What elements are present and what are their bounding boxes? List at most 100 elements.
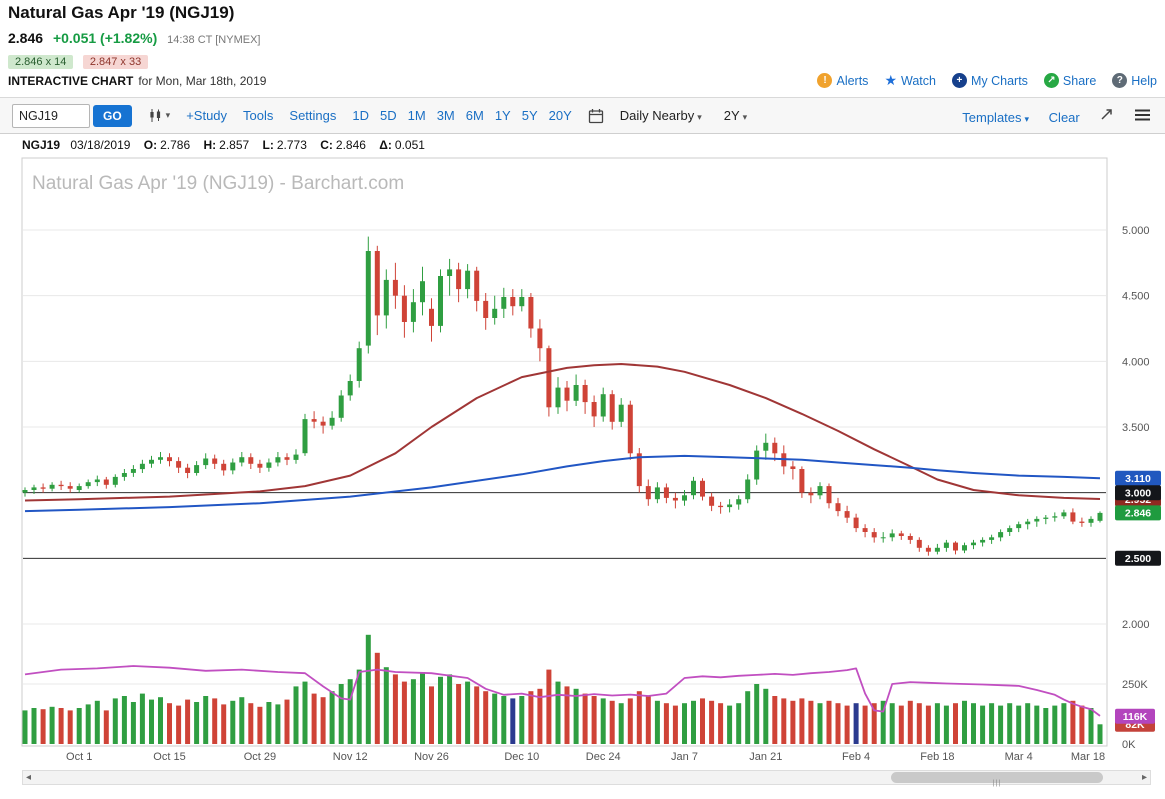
svg-text:Nov 26: Nov 26: [414, 751, 449, 763]
quote-bar-symbol: NGJ19: [22, 138, 61, 152]
templates-dropdown[interactable]: Templates ▾: [962, 110, 1029, 125]
hamburger-menu-icon: [1135, 109, 1150, 120]
svg-text:116K: 116K: [1123, 711, 1148, 723]
chart-type-dropdown[interactable]: ▾: [148, 108, 171, 123]
page-date: for Mon, Mar 18th, 2019: [138, 73, 267, 88]
chevron-down-icon: ▾: [165, 110, 171, 120]
price-chart-canvas: 5.000 4.500 4.000 3.500 3.000 2.500 2.000 250K 0…: [21, 157, 1161, 763]
svg-text:Dec 10: Dec 10: [504, 751, 539, 763]
chevron-down-icon: ▾: [1024, 113, 1030, 124]
frequency-value: Daily Nearby: [619, 108, 695, 123]
menu-button[interactable]: [1134, 108, 1151, 122]
my-charts-icon: +: [951, 73, 967, 88]
span-dropdown[interactable]: 2Y ▾: [724, 108, 747, 123]
x-axis-labels: Oct 1 Oct 15 Oct 29 Nov 12 Nov 26 Dec 10 Dec 2…: [66, 751, 1105, 763]
svg-text:3.000: 3.000: [1125, 488, 1151, 500]
close-label: C:: [320, 138, 333, 152]
range-6m[interactable]: 6M: [465, 108, 484, 123]
close-value: 2.846: [335, 138, 366, 152]
svg-text:3.110: 3.110: [1125, 473, 1151, 485]
svg-text:Mar 4: Mar 4: [1005, 751, 1033, 763]
low-label: L:: [262, 138, 274, 152]
svg-text:Mar 18: Mar 18: [1071, 751, 1105, 763]
clear-link[interactable]: Clear: [1048, 109, 1080, 125]
svg-text:0K: 0K: [1122, 739, 1136, 751]
my-charts-link[interactable]: + My Charts: [951, 73, 1028, 88]
share-icon: ↗: [1043, 73, 1059, 88]
ask-quote-chip: 2.847 x 33: [82, 55, 149, 69]
open-value: 2.786: [160, 138, 191, 152]
plot-frame: [21, 157, 1108, 747]
pop-out-button[interactable]: [1099, 107, 1114, 122]
bid-quote-chip: 2.846 x 14: [8, 55, 74, 69]
help-icon: ?: [1112, 73, 1128, 88]
add-study-link[interactable]: +Study: [186, 108, 228, 123]
range-5d[interactable]: 5D: [380, 108, 397, 123]
my-charts-label: My Charts: [970, 73, 1028, 88]
candlesticks: [22, 236, 1103, 556]
svg-text:4.500: 4.500: [1122, 291, 1150, 303]
svg-text:Natural Gas Apr '19 (NGJ19) -: Natural Gas Apr '19 (NGJ19) - Barchart.c…: [32, 173, 404, 194]
svg-text:Feb 4: Feb 4: [842, 751, 870, 763]
high-label: H:: [203, 138, 217, 152]
svg-text:Oct 29: Oct 29: [244, 751, 276, 763]
last-price: 2.846: [8, 30, 44, 46]
share-label: Share: [1062, 73, 1097, 88]
svg-text:Jan 7: Jan 7: [671, 751, 698, 763]
ma-line-blue: [24, 454, 1101, 513]
svg-text:5.000: 5.000: [1122, 225, 1150, 237]
toolbar-right-group: Templates ▾ Clear: [962, 107, 1151, 125]
svg-text:Dec 24: Dec 24: [586, 751, 621, 763]
settings-link[interactable]: Settings: [289, 108, 337, 123]
svg-text:2.500: 2.500: [1125, 553, 1151, 565]
chart-toolbar: GO ▾ +Study Tools Settings 1D 5D 1M 3M 6…: [0, 97, 1165, 134]
chevron-down-icon: ▾: [742, 112, 748, 122]
help-link[interactable]: ? Help: [1112, 73, 1157, 88]
quick-links: ! Alerts ★ Watch + My Charts ↗ Share ? Help: [817, 73, 1157, 88]
volume-ma-line: [24, 665, 1101, 717]
horizontal-price-lines: [23, 492, 1106, 559]
tools-link[interactable]: Tools: [243, 108, 274, 123]
calendar-icon: [588, 108, 603, 123]
range-1d[interactable]: 1D: [352, 108, 370, 123]
svg-text:Oct 1: Oct 1: [66, 751, 92, 763]
calendar-button[interactable]: [588, 108, 604, 124]
quote-bar-date: 03/18/2019: [70, 138, 131, 152]
page-header-row: INTERACTIVE CHART for Mon, Mar 18th, 201…: [8, 73, 1157, 88]
watch-link[interactable]: ★ Watch: [884, 73, 936, 88]
alert-icon: !: [817, 73, 833, 88]
frequency-dropdown[interactable]: Daily Nearby ▾: [620, 108, 702, 123]
range-3m[interactable]: 3M: [436, 108, 455, 123]
alerts-label: Alerts: [836, 73, 869, 88]
scroll-right-arrow-icon[interactable]: ▸: [1141, 772, 1147, 783]
delta-label: Δ:: [379, 138, 392, 152]
price-change: +0.051 (+1.82%): [52, 30, 158, 46]
share-link[interactable]: ↗ Share: [1043, 73, 1097, 88]
bid-ask-row: 2.846 x 14 2.847 x 33: [8, 52, 153, 70]
scrollbar-thumb[interactable]: |||: [891, 772, 1103, 787]
page-label: INTERACTIVE CHART: [8, 73, 134, 88]
svg-text:Nov 12: Nov 12: [333, 751, 368, 763]
low-value: 2.773: [276, 138, 307, 152]
span-value: 2Y: [723, 108, 740, 123]
range-1y[interactable]: 1Y: [494, 108, 511, 123]
svg-text:4.000: 4.000: [1122, 356, 1150, 368]
range-1m[interactable]: 1M: [407, 108, 426, 123]
ma-line-red: [24, 363, 1101, 502]
chart-horizontal-scrollbar[interactable]: ◂ ||| ▸: [22, 770, 1151, 787]
range-20y[interactable]: 20Y: [548, 108, 572, 123]
go-button[interactable]: GO: [93, 104, 132, 127]
symbol-input[interactable]: [12, 103, 90, 128]
svg-text:2.000: 2.000: [1122, 619, 1150, 631]
svg-text:250K: 250K: [1122, 679, 1148, 691]
scroll-grip-icon: |||: [992, 780, 1002, 787]
quote-time: 14:38 CT [NYMEX]: [167, 34, 261, 46]
volume-bars: [22, 634, 1103, 744]
range-5y[interactable]: 5Y: [521, 108, 538, 123]
open-label: O:: [143, 138, 158, 152]
alerts-link[interactable]: ! Alerts: [817, 73, 868, 88]
svg-text:Oct 15: Oct 15: [153, 751, 185, 763]
candlestick-chart-icon: [150, 109, 160, 122]
scroll-left-arrow-icon[interactable]: ◂: [26, 772, 32, 783]
